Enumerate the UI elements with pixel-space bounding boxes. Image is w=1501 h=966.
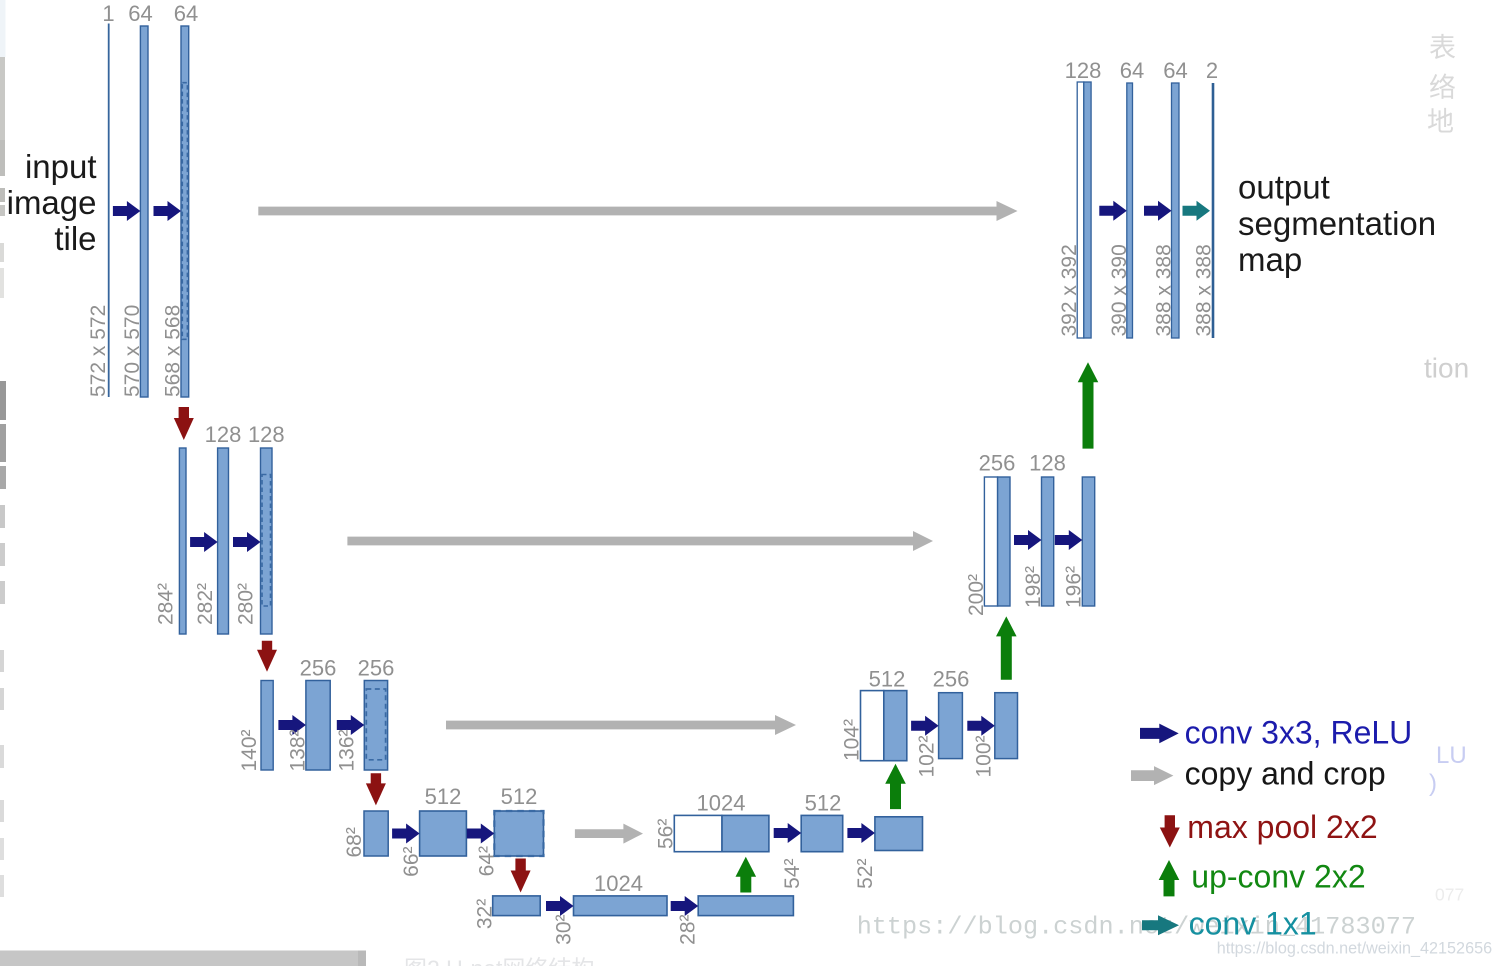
svg-text:copy and crop: copy and crop — [1185, 756, 1386, 792]
svg-text:280²: 280² — [235, 583, 258, 625]
svg-text:140²: 140² — [238, 729, 261, 771]
svg-text:tion: tion — [1424, 353, 1469, 384]
svg-text:地: 地 — [1427, 107, 1454, 137]
svg-text:68²: 68² — [343, 827, 366, 857]
svg-text:390 x 390: 390 x 390 — [1108, 244, 1131, 336]
svg-text:388 x 388: 388 x 388 — [1193, 244, 1216, 336]
svg-text:256: 256 — [979, 451, 1016, 476]
svg-text:077: 077 — [1435, 885, 1464, 905]
svg-text:512: 512 — [425, 784, 462, 809]
svg-text:max pool 2x2: max pool 2x2 — [1187, 809, 1377, 845]
svg-text:128: 128 — [1065, 58, 1102, 83]
svg-text:282²: 282² — [194, 583, 217, 625]
svg-text:map: map — [1238, 241, 1302, 278]
svg-text:64²: 64² — [476, 846, 499, 876]
svg-text:LU: LU — [1436, 742, 1467, 769]
svg-text:segmentation: segmentation — [1238, 205, 1436, 242]
svg-text:256: 256 — [933, 667, 970, 692]
svg-text:388 x 388: 388 x 388 — [1153, 244, 1176, 336]
svg-text:32²: 32² — [474, 899, 497, 929]
svg-text:128: 128 — [205, 422, 242, 447]
svg-text:392 x 392: 392 x 392 — [1058, 244, 1081, 336]
svg-text:100²: 100² — [973, 735, 996, 777]
svg-text:102²: 102² — [916, 735, 939, 777]
svg-text:52²: 52² — [854, 859, 877, 889]
svg-text:conv 3x3, ReLU: conv 3x3, ReLU — [1185, 714, 1413, 750]
svg-text:30²: 30² — [553, 915, 576, 945]
svg-text:图2 U-net网络结构: 图2 U-net网络结构 — [404, 956, 594, 966]
svg-text:28²: 28² — [677, 915, 700, 945]
svg-text:256: 256 — [300, 656, 337, 681]
svg-text:input: input — [25, 148, 97, 185]
svg-text:568 x 568: 568 x 568 — [162, 305, 185, 397]
svg-text:512: 512 — [501, 784, 538, 809]
svg-text:64: 64 — [1163, 58, 1187, 83]
svg-text:512: 512 — [869, 667, 906, 692]
svg-text:136²: 136² — [336, 729, 359, 771]
svg-text:https://blog.csdn.net/weixin_4: https://blog.csdn.net/weixin_42152656 — [1217, 940, 1492, 958]
svg-text:104²: 104² — [841, 719, 864, 761]
svg-text:64: 64 — [128, 1, 152, 26]
svg-text:200²: 200² — [965, 574, 988, 616]
svg-text:tile: tile — [54, 220, 96, 257]
svg-text:): ) — [1429, 770, 1437, 797]
svg-text:572 x 572: 572 x 572 — [87, 305, 110, 397]
svg-text:https://blog.csdn.net/weixin_4: https://blog.csdn.net/weixin_41783077 — [857, 913, 1416, 942]
svg-text:2: 2 — [1206, 58, 1218, 83]
svg-text:196²: 196² — [1063, 566, 1086, 608]
svg-text:1024: 1024 — [594, 871, 643, 896]
svg-text:output: output — [1238, 169, 1330, 206]
svg-text:66²: 66² — [400, 847, 423, 877]
svg-text:表: 表 — [1429, 33, 1456, 63]
svg-text:198²: 198² — [1022, 566, 1045, 608]
svg-text:570 x 570: 570 x 570 — [121, 305, 144, 397]
svg-text:54²: 54² — [781, 859, 804, 889]
svg-text:image: image — [7, 184, 97, 221]
svg-text:138²: 138² — [287, 729, 310, 771]
svg-text:1: 1 — [102, 1, 114, 26]
svg-text:conv 1x1: conv 1x1 — [1189, 906, 1317, 942]
svg-text:up-conv 2x2: up-conv 2x2 — [1191, 859, 1365, 895]
svg-text:128: 128 — [1029, 451, 1066, 476]
svg-text:64: 64 — [1120, 58, 1144, 83]
svg-text:络: 络 — [1429, 73, 1456, 103]
svg-text:512: 512 — [805, 791, 842, 816]
svg-text:256: 256 — [358, 656, 395, 681]
svg-text:56²: 56² — [655, 819, 678, 849]
svg-text:1024: 1024 — [697, 791, 746, 816]
svg-text:284²: 284² — [155, 583, 178, 625]
svg-text:64: 64 — [174, 1, 198, 26]
svg-text:128: 128 — [248, 422, 285, 447]
